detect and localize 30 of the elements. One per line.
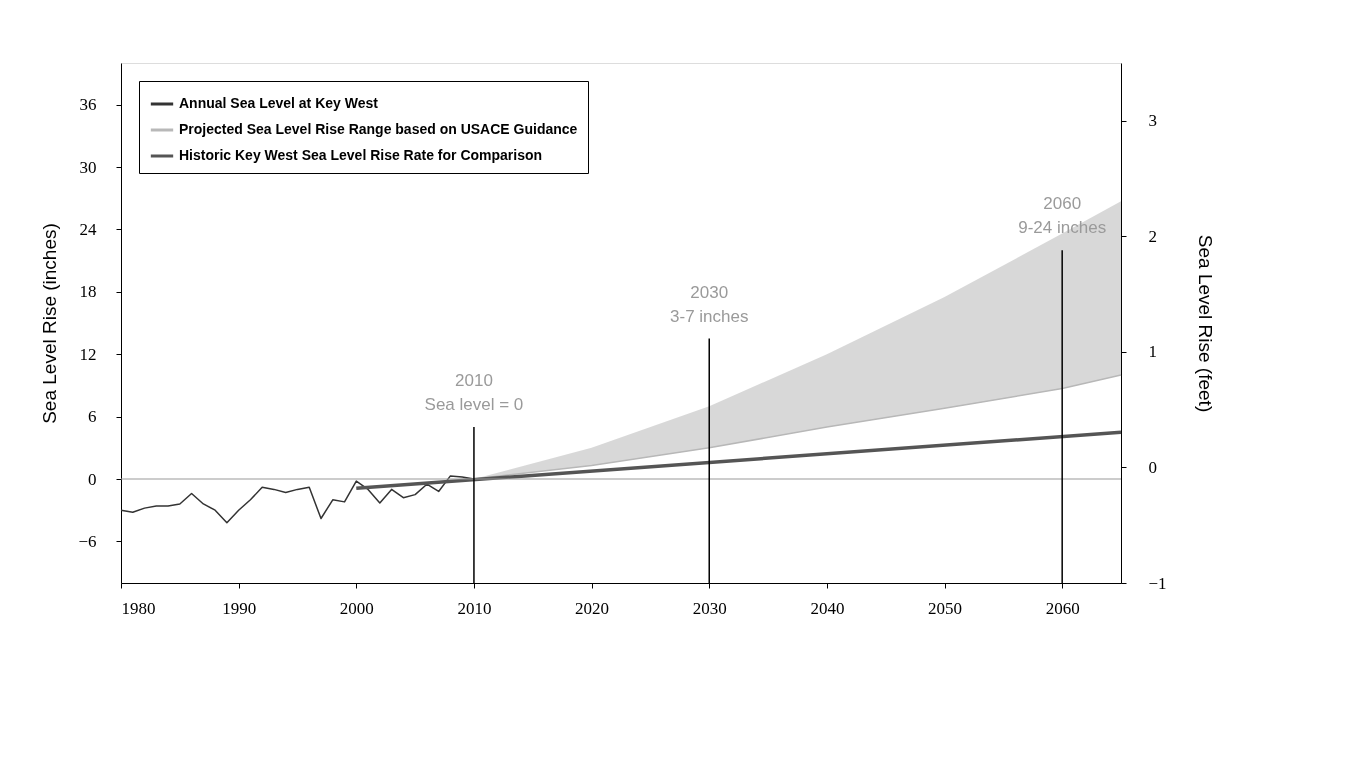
x-tick-label: 2050 [928,598,963,618]
ref-line-label: 2030 3-7 inches [670,282,749,326]
y-tick-label: 18 [79,282,97,302]
legend-label: Projected Sea Level Rise Range based on USACE Guidance [179,121,578,137]
legend-label: Annual Sea Level at Key West [179,95,379,111]
x-tick-label: 2010 [457,598,492,618]
y-axis-title: Sea Level Rise (inches) [39,223,61,424]
x-tick-label: 2020 [575,598,610,618]
y-tick-label: 24 [79,219,97,239]
x-tick-label: 2060 [1045,598,1080,618]
x-tick-label: 2040 [810,598,845,618]
y2-axis-title: Sea Level Rise (feet) [1194,234,1216,413]
y-tick-label: −6 [78,531,97,551]
y2-tick-label: 2 [1148,226,1157,246]
y-tick-label: 6 [88,407,97,427]
y-tick-label: 36 [79,95,97,115]
ref-line-label: 2060 9-24 inches [1018,194,1107,238]
y2-tick-label: 3 [1148,111,1157,131]
y2-tick-label: 0 [1148,457,1157,477]
x-tick-label: 1980 [121,598,156,618]
y2-tick-label: 1 [1148,342,1157,362]
x-tick-label: 1990 [222,598,257,618]
ref-line-label: 2010 Sea level = 0 [424,371,524,414]
y-tick-label: 30 [79,157,97,177]
legend-label: Historic Key West Sea Level Rise Rate for Comparison [179,147,543,163]
x-tick-label: 2000 [339,598,374,618]
y-tick-label: 0 [88,469,97,489]
y2-tick-label: −1 [1148,573,1167,593]
x-tick-label: 2030 [692,598,727,618]
y-tick-label: 12 [79,344,97,364]
